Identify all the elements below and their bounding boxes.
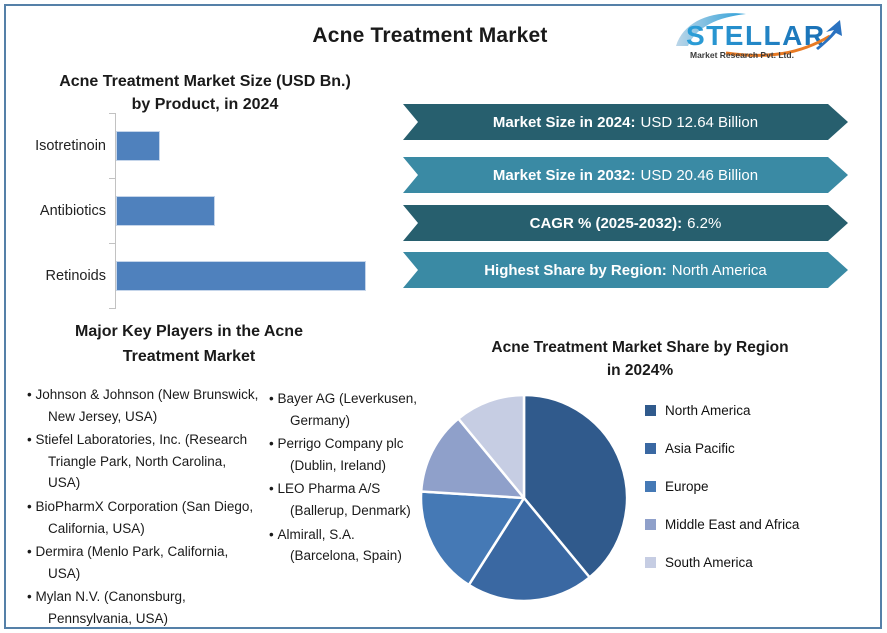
axis-tick (109, 178, 115, 179)
key-player-item: Dermira (Menlo Park, California, USA) (14, 541, 260, 584)
key-players-title-line2: Treatment Market (122, 347, 256, 365)
pie-chart (419, 393, 629, 603)
stellar-logo: STELLAR Market Research Pvt. Ltd. (668, 8, 868, 68)
key-players-list-column2: Bayer AG (Leverkusen, Germany)Perrigo Co… (256, 388, 426, 569)
key-player-item: LEO Pharma A/S (Ballerup, Denmark) (256, 478, 426, 521)
legend-marker-icon (645, 442, 656, 454)
pie-slice (457, 393, 526, 500)
key-players-title-line1: Major Key Players in the Acne (75, 323, 303, 340)
logo-tagline: Market Research Pvt. Ltd. (690, 50, 794, 60)
key-player-item: BioPharmX Corporation (San Diego, Califo… (14, 496, 260, 539)
bar-row: Antibiotics (10, 178, 392, 243)
pie-slice (419, 417, 526, 500)
legend-marker-icon (645, 518, 656, 530)
axis-tick (109, 113, 115, 114)
pie-slice (467, 496, 591, 603)
legend-item: North America (645, 399, 799, 421)
banner-value: USD 20.46 Billion (640, 166, 759, 184)
banner-value: 6.2% (687, 214, 722, 232)
key-player-item: Perrigo Company plc (Dublin, Ireland) (256, 433, 426, 476)
key-player-item: Mylan N.V. (Canonsburg, Pennsylvania, US… (14, 586, 260, 629)
legend-label: Europe (665, 478, 709, 494)
legend-label: Asia Pacific (665, 440, 735, 456)
logo-swoosh-icon (676, 13, 746, 46)
legend-marker-icon (645, 480, 656, 492)
key-players-title: Major Key Players in the Acne Treatment … (14, 320, 364, 370)
bar-row: Retinoids (10, 243, 392, 308)
bar-row: Isotretinoin (10, 113, 392, 178)
axis-tick (109, 308, 115, 309)
banner-label: Market Size in 2032: (492, 166, 636, 184)
pie-chart-title: Acne Treatment Market Share by Region in… (440, 336, 840, 383)
bar (116, 130, 161, 161)
banner-value: North America (671, 261, 767, 279)
logo-brand-text: STELLAR (686, 20, 826, 51)
legend-item: Middle East and Africa (645, 513, 799, 535)
logo-underline-swoosh-icon (725, 34, 831, 57)
banner: Market Size in 2024: USD 12.64 Billion (403, 104, 848, 140)
banner-value: USD 12.64 Billion (640, 113, 759, 131)
legend-label: South America (665, 554, 753, 570)
bar-category-label: Retinoids (45, 267, 106, 284)
bar-chart-title-line1: Acne Treatment Market Size (USD Bn.) (59, 73, 351, 90)
stellar-logo-graphic: STELLAR (676, 13, 842, 57)
bar-category-label: Antibiotics (39, 202, 106, 219)
legend-item: South America (645, 551, 799, 573)
key-player-item: Almirall, S.A. (Barcelona, Spain) (256, 524, 426, 567)
legend-item: Asia Pacific (645, 437, 799, 459)
pie-slice (522, 393, 629, 579)
bar-chart: Isotretinoin Antibiotics Retinoids (10, 113, 392, 309)
banner: CAGR % (2025-2032): 6.2% (403, 205, 848, 241)
bar-chart-axis (115, 113, 116, 309)
banner: Highest Share by Region: North America (403, 252, 848, 288)
page-title: Acne Treatment Market (312, 24, 548, 47)
axis-tick (109, 243, 115, 244)
bar (116, 195, 215, 226)
legend-item: Europe (645, 475, 799, 497)
bar-category-label: Isotretinoin (35, 137, 106, 154)
pie-chart-title-line2: in 2024% (606, 362, 674, 380)
bar-chart-title: Acne Treatment Market Size (USD Bn.) by … (10, 70, 400, 116)
bar-chart-title-line2: by Product, in 2024 (131, 96, 279, 114)
logo-arrow-icon (816, 20, 842, 50)
key-player-item: Bayer AG (Leverkusen, Germany) (256, 388, 426, 431)
pie-slice (419, 490, 526, 587)
legend-label: Middle East and Africa (665, 516, 800, 532)
legend-label: North America (665, 402, 751, 418)
bar (116, 260, 366, 291)
legend-marker-icon (645, 556, 656, 568)
banner-label: CAGR % (2025-2032): (529, 214, 683, 232)
legend-marker-icon (645, 404, 656, 416)
banner-label: Market Size in 2024: (492, 113, 636, 131)
pie-legend: North America Asia Pacific Europe Middle Ea… (645, 399, 799, 589)
banner: Market Size in 2032: USD 20.46 Billion (403, 157, 848, 193)
key-player-item: Johnson & Johnson (New Brunswick, New Je… (14, 384, 260, 427)
banner-label: Highest Share by Region: (484, 261, 667, 279)
key-player-item: Stiefel Laboratories, Inc. (Research Tri… (14, 429, 260, 494)
pie-chart-title-line1: Acne Treatment Market Share by Region (491, 339, 789, 356)
key-players-list-column1: Johnson & Johnson (New Brunswick, New Je… (14, 384, 260, 632)
